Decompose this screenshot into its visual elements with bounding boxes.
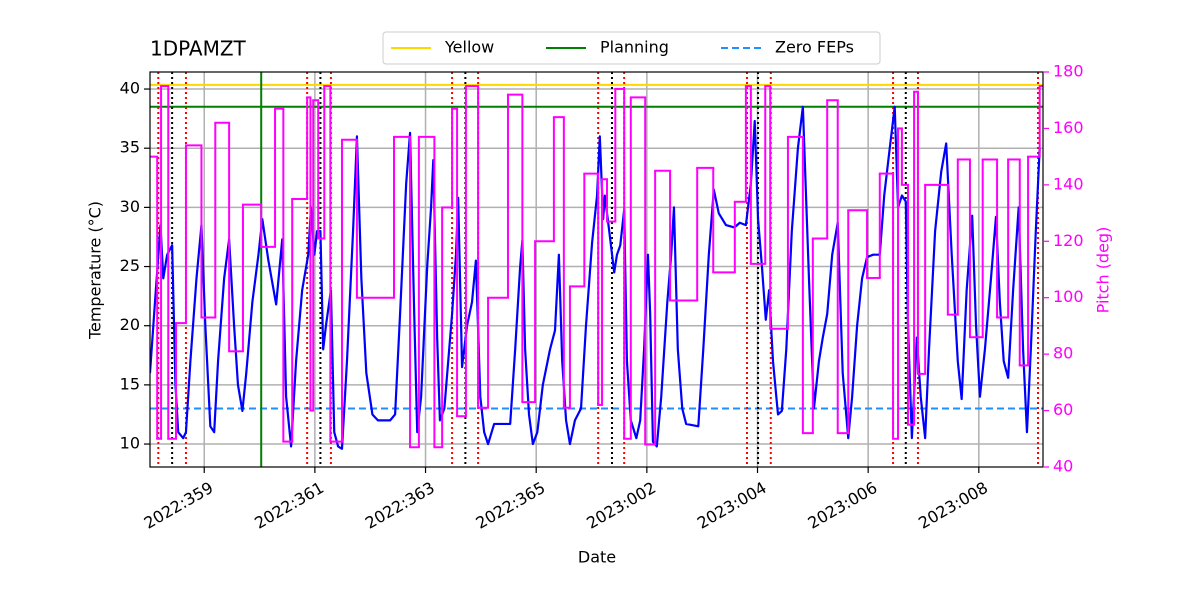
legend-label: Planning bbox=[600, 38, 669, 57]
y2-tick-label: 40 bbox=[1053, 457, 1073, 476]
x-axis-label: Date bbox=[578, 548, 616, 567]
axes-frame bbox=[149, 71, 1044, 468]
y-tick-label: 25 bbox=[120, 256, 140, 275]
y2-tick-label: 140 bbox=[1053, 174, 1084, 193]
y2-tick-label: 100 bbox=[1053, 287, 1084, 306]
y-tick-label: 10 bbox=[120, 434, 140, 453]
y2-tick-label: 160 bbox=[1053, 118, 1084, 137]
y2-axis-label: Pitch (deg) bbox=[1094, 227, 1113, 314]
y2-tick-label: 60 bbox=[1053, 400, 1073, 419]
chart-title: 1DPAMZT bbox=[150, 37, 247, 61]
y-axis-label: Temperature (°C) bbox=[86, 201, 105, 340]
temperature-line bbox=[150, 105, 1041, 450]
legend-label: Yellow bbox=[444, 38, 494, 57]
y-tick-label: 35 bbox=[120, 138, 140, 157]
y2-tick-label: 180 bbox=[1053, 62, 1084, 81]
legend: Yellow Planning Zero FEPs bbox=[382, 31, 881, 65]
y-tick-label: 40 bbox=[120, 79, 140, 98]
y2-tick-label: 80 bbox=[1053, 344, 1073, 363]
y-tick-label: 20 bbox=[120, 315, 140, 334]
legend-box bbox=[382, 31, 881, 65]
y2-tick-label: 120 bbox=[1053, 231, 1084, 250]
plot-area bbox=[150, 72, 1043, 467]
y-tick-label: 30 bbox=[120, 197, 140, 216]
legend-label: Zero FEPs bbox=[775, 38, 854, 57]
y-tick-label: 15 bbox=[120, 374, 140, 393]
